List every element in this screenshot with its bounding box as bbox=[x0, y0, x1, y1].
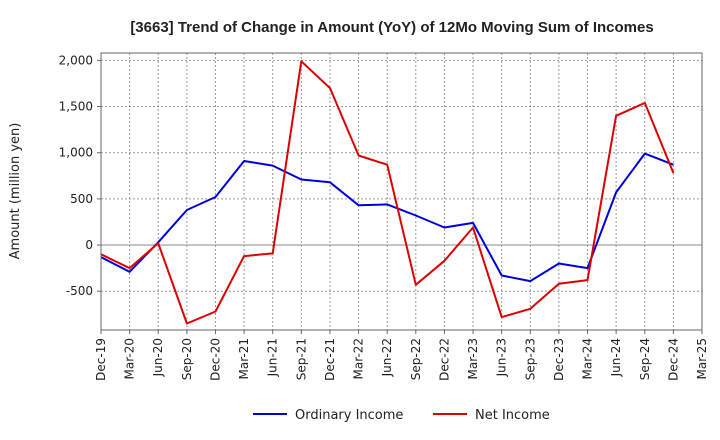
y-tick-label: 500 bbox=[70, 192, 93, 206]
x-tick-label: Dec-24 bbox=[666, 338, 680, 381]
x-tick-label: Mar-23 bbox=[466, 338, 480, 379]
x-tick-label: Sep-20 bbox=[180, 338, 194, 380]
y-tick-label: 2,000 bbox=[59, 53, 93, 67]
x-tick-label: Jun-24 bbox=[609, 338, 623, 377]
x-tick-label: Sep-23 bbox=[523, 338, 537, 380]
series-line-ordinary-income bbox=[100, 152, 674, 283]
x-tick-label: Dec-20 bbox=[208, 338, 222, 381]
legend-label: Net Income bbox=[475, 408, 550, 423]
x-tick-label: Mar-24 bbox=[581, 338, 595, 379]
y-tick-label: -500 bbox=[66, 284, 93, 298]
x-tick-label: Dec-23 bbox=[552, 338, 566, 381]
y-tick-label: 1,000 bbox=[59, 146, 93, 160]
x-tick-label: Dec-19 bbox=[94, 338, 108, 381]
x-tick-label: Jun-23 bbox=[495, 338, 509, 377]
x-tick-label: Jun-20 bbox=[151, 338, 165, 377]
y-tick-label: 0 bbox=[85, 238, 93, 252]
plot-frame bbox=[100, 52, 703, 331]
x-tick-label: Sep-24 bbox=[638, 338, 652, 380]
legend: Ordinary Income Net Income bbox=[253, 408, 550, 423]
y-axis-label: Amount (million yen) bbox=[8, 123, 23, 260]
x-ticks: Dec-19 Mar-20 Jun-20 Sep-20 Dec-20 Mar-21 Jun-… bbox=[94, 330, 709, 381]
grid bbox=[100, 53, 703, 330]
x-tick-label: Mar-21 bbox=[237, 338, 251, 379]
x-tick-label: Mar-22 bbox=[352, 338, 366, 379]
x-tick-label: Sep-21 bbox=[294, 338, 308, 380]
x-tick-label: Mar-20 bbox=[123, 338, 137, 379]
x-tick-label: Dec-22 bbox=[437, 338, 451, 381]
legend-label: Ordinary Income bbox=[295, 408, 403, 423]
x-tick-label: Sep-22 bbox=[409, 338, 423, 380]
x-tick-label: Jun-22 bbox=[380, 338, 394, 377]
chart-title: [3663] Trend of Change in Amount (YoY) o… bbox=[130, 19, 653, 36]
x-tick-label: Dec-21 bbox=[323, 338, 337, 381]
series-lines bbox=[100, 60, 675, 325]
series-line-net-income bbox=[100, 60, 675, 325]
y-tick-label: 1,500 bbox=[59, 100, 93, 114]
x-tick-label: Mar-25 bbox=[695, 338, 709, 379]
x-tick-label: Jun-21 bbox=[266, 338, 280, 377]
y-ticks: 2,000 1,500 1,000 500 0 -500 bbox=[59, 53, 101, 298]
